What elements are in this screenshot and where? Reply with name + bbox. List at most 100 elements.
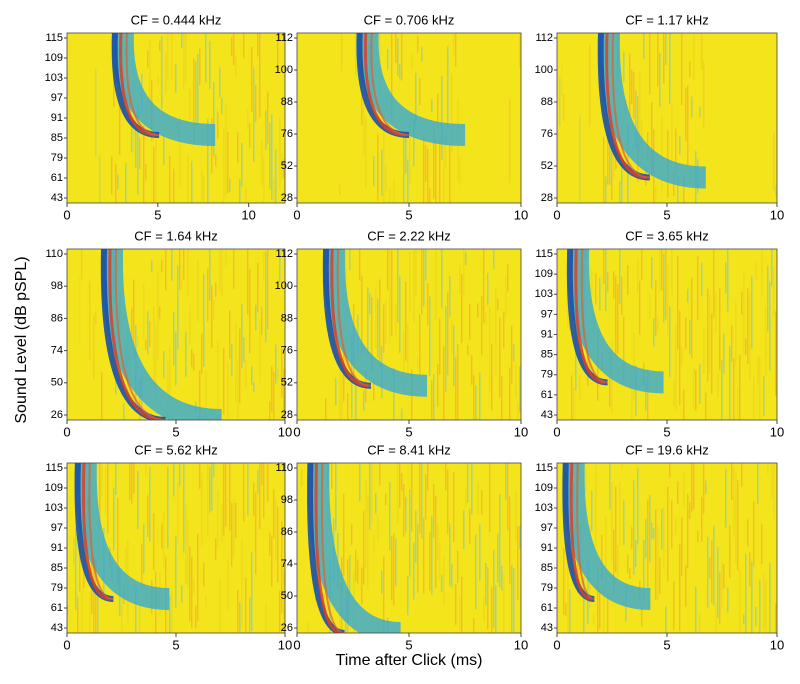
heatmap-stripe — [129, 463, 131, 501]
heatmap-stripe — [145, 339, 147, 350]
heatmap-stripe — [231, 503, 233, 567]
y-tick-label: 79 — [541, 582, 553, 594]
heatmap-stripe — [715, 604, 717, 633]
heatmap-stripe — [343, 494, 345, 577]
x-tick-label: 10 — [514, 637, 528, 652]
heatmap-stripe — [155, 326, 157, 401]
heatmap-stripe — [281, 346, 283, 399]
heatmap-stripe — [253, 382, 255, 393]
heatmap-stripe — [273, 372, 275, 420]
heatmap-stripe — [415, 249, 417, 296]
heatmap-stripe — [273, 177, 275, 203]
heatmap-stripe — [755, 262, 757, 280]
heatmap-stripe — [601, 535, 603, 581]
heatmap-stripe — [665, 606, 667, 633]
y-tick-label: 50 — [51, 377, 63, 389]
heatmap-stripe — [413, 249, 415, 325]
heatmap-stripe — [447, 46, 449, 130]
heatmap-stripe — [137, 470, 139, 529]
heatmap-stripe — [201, 333, 203, 374]
heatmap-stripe — [665, 33, 667, 66]
heatmap-stripe — [143, 523, 145, 574]
heatmap-stripe — [99, 155, 101, 203]
heatmap-stripe — [709, 294, 711, 374]
heatmap — [297, 249, 521, 420]
heatmap-stripe — [559, 77, 561, 127]
heatmap-stripe — [489, 463, 491, 533]
heatmap-stripe — [645, 519, 647, 558]
heatmap-stripe — [179, 116, 181, 188]
heatmap-stripe — [349, 555, 351, 601]
heatmap-band — [100, 249, 222, 420]
heatmap-stripe — [753, 500, 755, 567]
heatmap-stripe — [361, 567, 363, 605]
heatmap-stripe — [149, 38, 151, 103]
heatmap-stripe — [619, 180, 621, 203]
heatmap-stripe — [701, 496, 703, 542]
heatmap-stripe — [211, 285, 213, 348]
heatmap-stripe — [459, 265, 461, 295]
heatmap-stripe — [751, 275, 753, 349]
heatmap-stripe — [485, 313, 487, 326]
heatmap-stripe — [281, 152, 283, 181]
heatmap-stripe — [377, 299, 379, 358]
x-tick-label: 0 — [293, 207, 300, 222]
heatmap-band — [74, 463, 170, 610]
heatmap-stripe — [463, 510, 465, 549]
heatmap-stripe — [153, 513, 155, 570]
heatmap-stripe — [461, 576, 463, 633]
y-tick-label: 91 — [541, 328, 553, 340]
heatmap-stripe — [265, 603, 267, 633]
heatmap-stripe — [387, 48, 389, 70]
heatmap-stripe — [183, 463, 185, 553]
heatmap-stripe — [153, 305, 155, 385]
heatmap-stripe — [427, 283, 429, 325]
heatmap-stripe — [721, 360, 723, 420]
panel: CF = 2.22 kHz 112 100 88 76 52 280 5 10 — [275, 228, 529, 439]
heatmap-stripe — [383, 304, 385, 353]
heatmap-stripe — [403, 331, 405, 394]
heatmap-stripe — [279, 249, 281, 283]
heatmap-stripe — [501, 566, 503, 591]
heatmap-stripe — [175, 535, 177, 608]
heatmap-stripe — [159, 306, 161, 320]
heatmap-stripe — [249, 597, 251, 633]
heatmap-stripe — [451, 320, 453, 354]
y-tick-label: 79 — [51, 152, 63, 164]
heatmap-stripe — [229, 463, 231, 531]
heatmap-stripe — [707, 288, 709, 381]
heatmap-stripe — [261, 463, 263, 486]
heatmap-stripe — [457, 344, 459, 420]
heatmap-stripe — [473, 375, 475, 420]
heatmap-stripe — [617, 284, 619, 354]
heatmap-stripe — [213, 81, 215, 157]
heatmap-stripe — [275, 344, 277, 384]
heatmap-stripe — [479, 372, 481, 420]
heatmap-stripe — [193, 577, 195, 594]
heatmap-stripe — [569, 589, 571, 633]
heatmap-stripe — [633, 331, 635, 401]
heatmap-stripe — [723, 333, 725, 374]
heatmap-stripe — [691, 277, 693, 359]
heatmap-stripe — [655, 279, 657, 337]
heatmap-stripe — [361, 275, 363, 355]
heatmap-stripe — [105, 467, 107, 515]
y-tick-label: 91 — [51, 112, 63, 124]
heatmap-stripe — [205, 33, 207, 83]
heatmap-stripe — [265, 110, 267, 151]
heatmap-stripe — [747, 288, 749, 364]
heatmap-stripe — [685, 87, 687, 141]
heatmap-stripe — [117, 174, 119, 190]
heatmap-stripe — [177, 265, 179, 349]
heatmap-stripe — [455, 357, 457, 420]
heatmap-stripe — [247, 249, 249, 315]
heatmap-stripe — [633, 480, 635, 575]
heatmap-stripe — [351, 524, 353, 546]
heatmap-stripe — [603, 249, 605, 285]
heatmap-stripe — [169, 156, 171, 203]
heatmap-stripe — [229, 179, 231, 193]
heatmap-stripe — [599, 277, 601, 311]
heatmap-stripe — [769, 281, 771, 372]
heatmap-stripe — [499, 317, 501, 398]
heatmap-stripe — [469, 508, 471, 544]
